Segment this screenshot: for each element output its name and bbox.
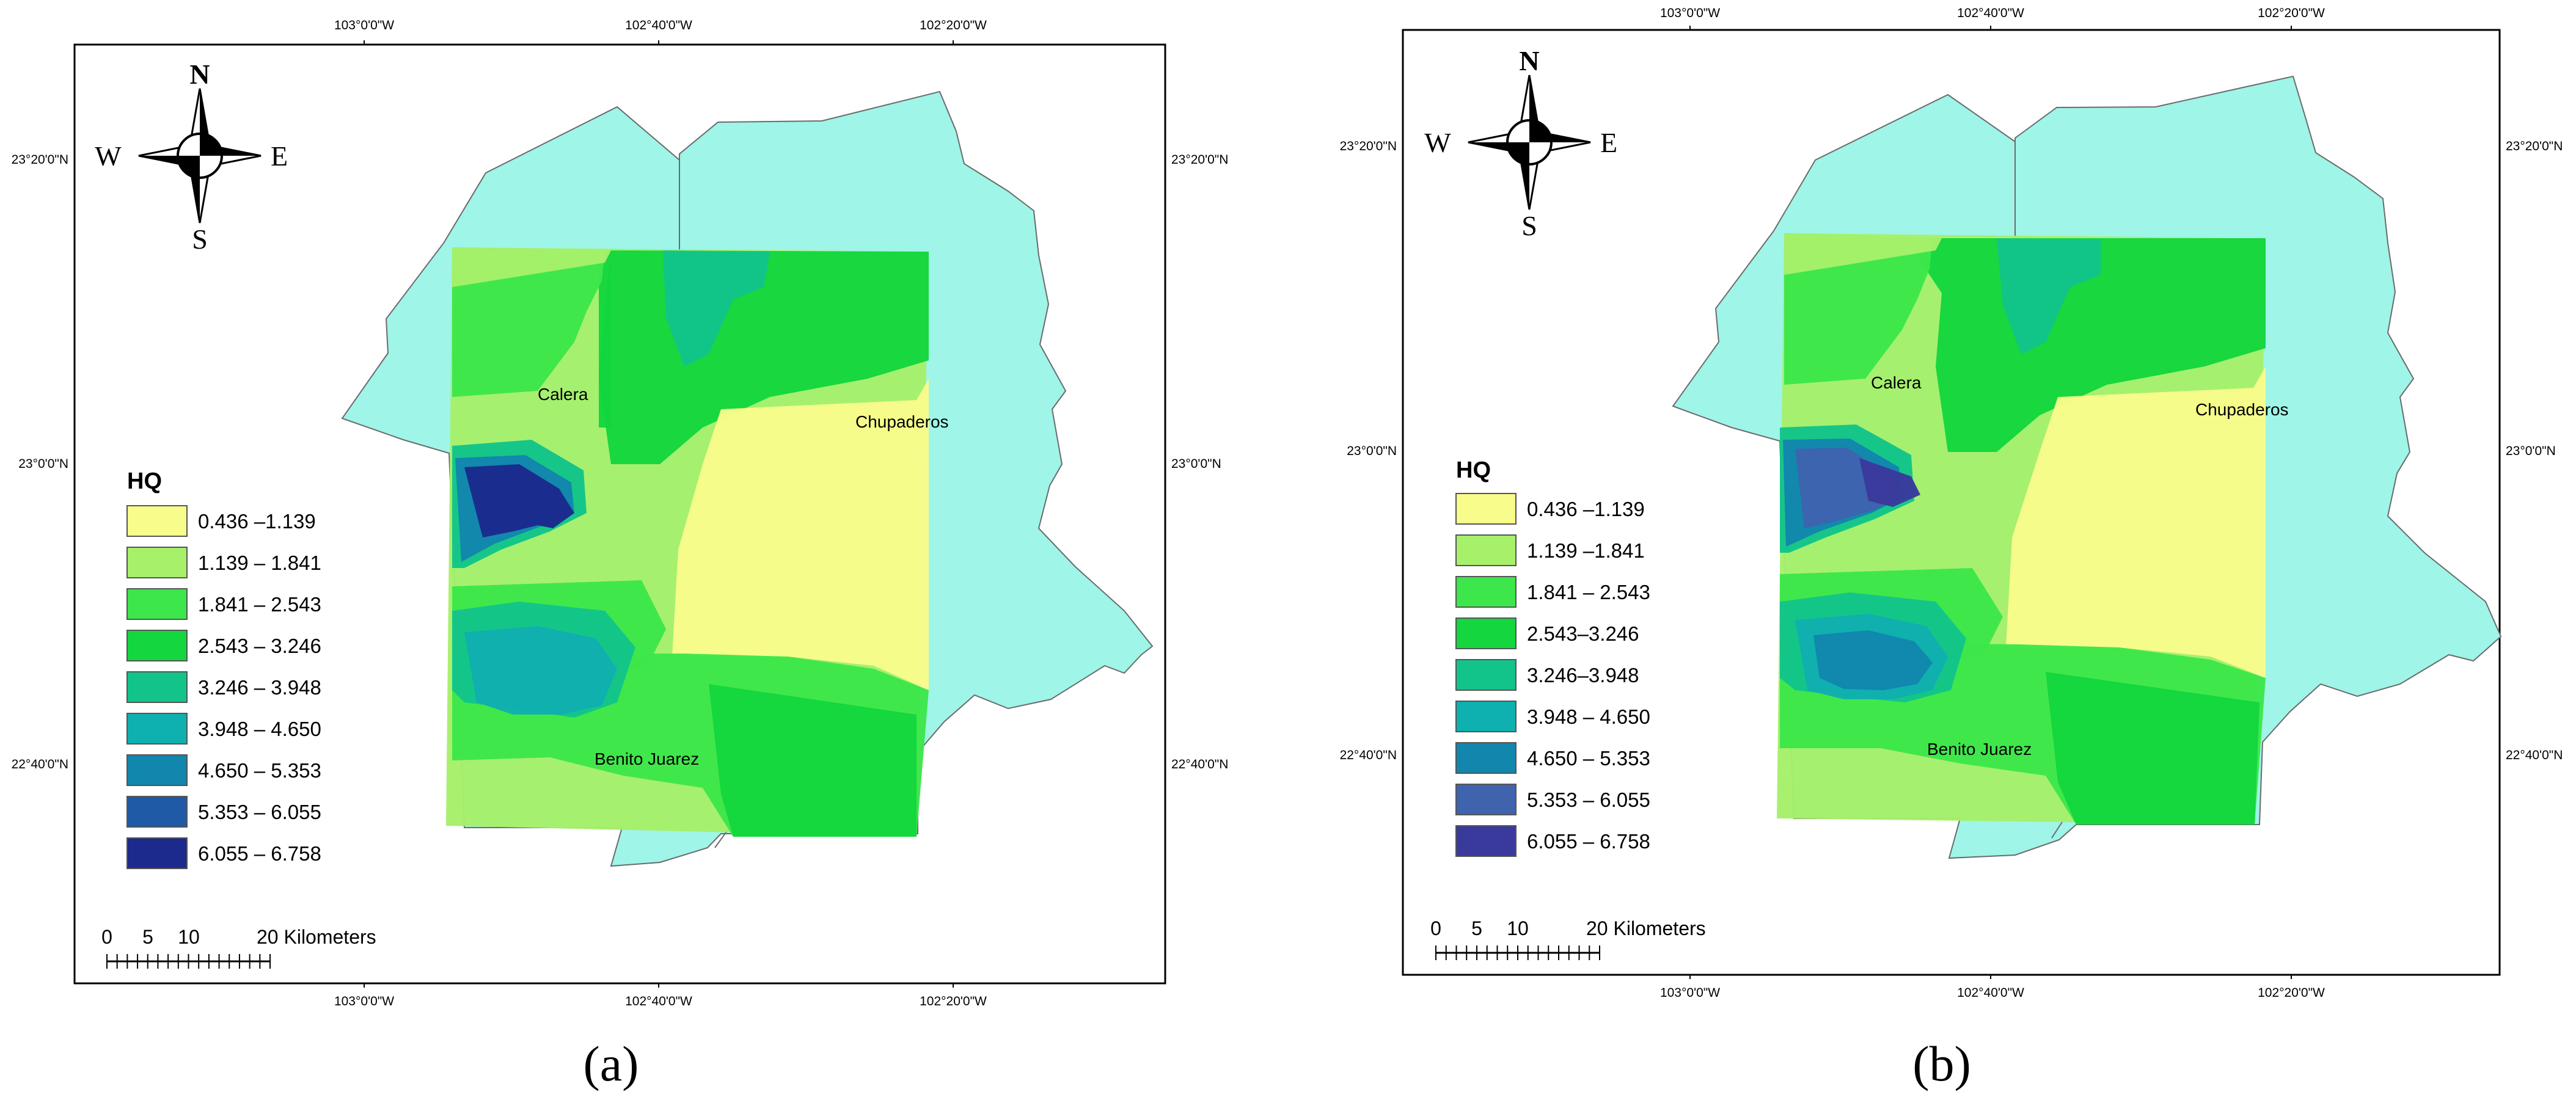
north-arrow-icon: N S W E bbox=[95, 59, 288, 255]
lat-label-right-3: 22°40'0"N bbox=[2506, 748, 2563, 762]
town-label-calera: Calera bbox=[1871, 373, 1922, 392]
legend-label: 1.841 – 2.543 bbox=[198, 593, 321, 616]
legend-label: 0.436 –1.139 bbox=[198, 510, 316, 533]
scale-bar: 0 5 10 20 Kilometers bbox=[1430, 917, 1706, 960]
map-figure-b: 103°0'0"W 102°40'0"W 102°20'0"W 103°0'0"… bbox=[1340, 6, 2563, 1000]
map-figure-a: 103°0'0"W 102°40'0"W 102°20'0"W 103°0'0"… bbox=[12, 18, 1229, 1008]
lat-label-left-3: 22°40'0"N bbox=[12, 757, 68, 771]
scale-label-5: 5 bbox=[142, 926, 153, 948]
legend-label: 4.650 – 5.353 bbox=[1527, 747, 1650, 770]
legend-swatch bbox=[1455, 659, 1517, 691]
legend-swatch bbox=[1455, 534, 1517, 566]
compass-w: W bbox=[95, 140, 122, 172]
scale-label-5: 5 bbox=[1471, 917, 1482, 939]
town-label-benito-juarez: Benito Juarez bbox=[1927, 740, 2032, 759]
legend-swatch bbox=[126, 630, 188, 661]
legend-swatch bbox=[126, 713, 188, 745]
legend-swatch bbox=[1455, 576, 1517, 608]
legend-swatch bbox=[126, 796, 188, 828]
compass-n: N bbox=[189, 59, 210, 90]
lat-label-right-2: 23°0'0"N bbox=[2506, 444, 2556, 458]
compass-n: N bbox=[1519, 45, 1539, 76]
hq-raster bbox=[446, 247, 929, 837]
legend-label: 5.353 – 6.055 bbox=[198, 801, 321, 823]
legend-swatch bbox=[1455, 493, 1517, 525]
lon-label-top-1: 103°0'0"W bbox=[1660, 6, 1720, 20]
legend-label: 3.246 – 3.948 bbox=[198, 676, 321, 699]
panel-label-a: (a) bbox=[583, 1036, 639, 1091]
lon-label-bottom-1: 103°0'0"W bbox=[1660, 986, 1720, 1000]
lat-label-left-2: 23°0'0"N bbox=[1347, 444, 1397, 458]
legend-swatch bbox=[126, 547, 188, 578]
lon-label-bottom-2: 102°40'0"W bbox=[625, 994, 692, 1008]
legend-swatch bbox=[1455, 617, 1517, 649]
legend-label: 2.543–3.246 bbox=[1527, 622, 1639, 645]
town-label-chupaderos: Chupaderos bbox=[2195, 400, 2289, 419]
lon-label-top-3: 102°20'0"W bbox=[2258, 6, 2325, 20]
scale-label-10: 10 bbox=[178, 926, 200, 948]
legend-label: 6.055 – 6.758 bbox=[1527, 830, 1650, 853]
scale-label-10: 10 bbox=[1507, 917, 1529, 939]
legend-swatch bbox=[126, 837, 188, 869]
lat-label-right-3: 22°40'0"N bbox=[1171, 757, 1228, 771]
legend-swatch bbox=[1455, 742, 1517, 774]
hq-legend: HQ 0.436 –1.139 1.139 – 1.841 1.841 – 2.54… bbox=[126, 468, 321, 869]
hq-raster bbox=[1777, 233, 2266, 825]
lon-label-bottom-1: 103°0'0"W bbox=[334, 994, 394, 1008]
lat-label-left-3: 22°40'0"N bbox=[1340, 748, 1397, 762]
panel-label-b: (b) bbox=[1912, 1036, 1971, 1091]
legend-swatch bbox=[126, 588, 188, 620]
lon-label-top-1: 103°0'0"W bbox=[334, 18, 394, 32]
compass-s: S bbox=[192, 224, 208, 255]
legend-swatch bbox=[126, 671, 188, 703]
lat-label-left-1: 23°20'0"N bbox=[12, 153, 68, 167]
legend-label: 6.055 – 6.758 bbox=[198, 842, 321, 865]
compass-e: E bbox=[271, 140, 288, 172]
legend-swatch bbox=[1455, 701, 1517, 732]
north-arrow-icon: N S W E bbox=[1424, 45, 1617, 241]
lon-label-top-2: 102°40'0"W bbox=[1957, 6, 2024, 20]
lat-label-right-1: 23°20'0"N bbox=[1171, 153, 1228, 167]
compass-s: S bbox=[1521, 210, 1537, 241]
scale-label-end: 20 Kilometers bbox=[1586, 917, 1706, 939]
hq-legend: HQ 0.436 –1.139 1.139 –1.841 1.841 – 2.543… bbox=[1455, 457, 1650, 857]
town-label-calera: Calera bbox=[538, 385, 588, 404]
legend-swatch bbox=[1455, 825, 1517, 857]
lon-label-bottom-3: 102°20'0"W bbox=[920, 994, 987, 1008]
legend-label: 4.650 – 5.353 bbox=[198, 759, 321, 782]
lat-label-left-2: 23°0'0"N bbox=[18, 457, 68, 471]
lon-label-bottom-2: 102°40'0"W bbox=[1957, 986, 2024, 1000]
compass-w: W bbox=[1424, 127, 1451, 158]
legend-label: 5.353 – 6.055 bbox=[1527, 789, 1650, 811]
lat-label-right-1: 23°20'0"N bbox=[2506, 139, 2563, 153]
lat-label-left-1: 23°20'0"N bbox=[1340, 139, 1397, 153]
legend-swatch bbox=[126, 505, 188, 537]
lon-label-bottom-3: 102°20'0"W bbox=[2258, 986, 2325, 1000]
legend-label: 1.841 – 2.543 bbox=[1527, 581, 1650, 603]
scale-label-end: 20 Kilometers bbox=[257, 926, 376, 948]
legend-label: 3.948 – 4.650 bbox=[1527, 705, 1650, 728]
map-panel-b: 103°0'0"W 102°40'0"W 102°20'0"W 103°0'0"… bbox=[1288, 0, 2576, 1100]
map-panel-a: 103°0'0"W 102°40'0"W 102°20'0"W 103°0'0"… bbox=[12, 18, 1229, 1091]
lon-label-top-2: 102°40'0"W bbox=[625, 18, 692, 32]
scale-bar: 0 5 10 20 Kilometers bbox=[101, 926, 376, 969]
legend-label: 3.948 – 4.650 bbox=[198, 718, 321, 740]
legend-title: HQ bbox=[127, 468, 162, 494]
compass-e: E bbox=[1600, 127, 1617, 158]
legend-swatch bbox=[1455, 784, 1517, 815]
lat-label-right-2: 23°0'0"N bbox=[1171, 457, 1221, 471]
legend-label: 0.436 –1.139 bbox=[1527, 498, 1645, 520]
scale-label-0: 0 bbox=[1430, 917, 1441, 939]
scale-label-0: 0 bbox=[101, 926, 112, 948]
legend-label: 1.139 – 1.841 bbox=[198, 552, 321, 574]
town-label-chupaderos: Chupaderos bbox=[855, 412, 949, 431]
lon-label-top-3: 102°20'0"W bbox=[920, 18, 987, 32]
legend-title: HQ bbox=[1456, 457, 1491, 483]
town-label-benito-juarez: Benito Juarez bbox=[595, 749, 699, 768]
legend-label: 1.139 –1.841 bbox=[1527, 539, 1645, 562]
legend-label: 2.543 – 3.246 bbox=[198, 635, 321, 657]
legend-swatch bbox=[126, 754, 188, 786]
legend-label: 3.246–3.948 bbox=[1527, 664, 1639, 687]
